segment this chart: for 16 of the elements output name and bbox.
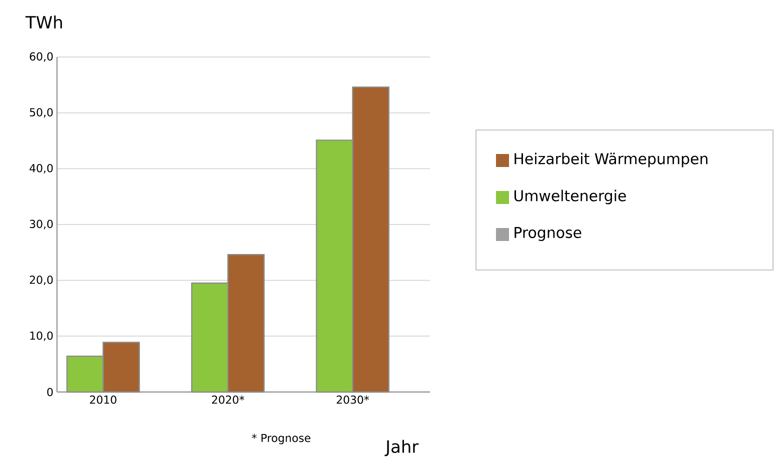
y-tick-label: 10,0 bbox=[30, 331, 53, 341]
legend-label: Umweltenergie bbox=[514, 190, 626, 204]
y-tick-label: 40,0 bbox=[30, 164, 53, 174]
y-tick-label: 60,0 bbox=[30, 52, 53, 62]
y-tick-label: 20,0 bbox=[30, 276, 53, 286]
x-tick-label: 2030* bbox=[336, 396, 370, 404]
legend-label: Prognose bbox=[514, 227, 582, 241]
x-tick-label: 2010 bbox=[90, 396, 116, 404]
y-tick-label: 30,0 bbox=[30, 220, 53, 230]
y-tick-label: 50,0 bbox=[30, 108, 53, 118]
x-axis-title: Jahr bbox=[384, 440, 419, 456]
legend-label: Heizarbeit Wärmepumpen bbox=[514, 152, 708, 168]
y-tick-label: 0 bbox=[47, 388, 53, 396]
y-axis-title: TWh bbox=[25, 16, 62, 28]
text: * Prognose bbox=[252, 434, 310, 444]
x-tick-label: 2020* bbox=[212, 396, 244, 404]
